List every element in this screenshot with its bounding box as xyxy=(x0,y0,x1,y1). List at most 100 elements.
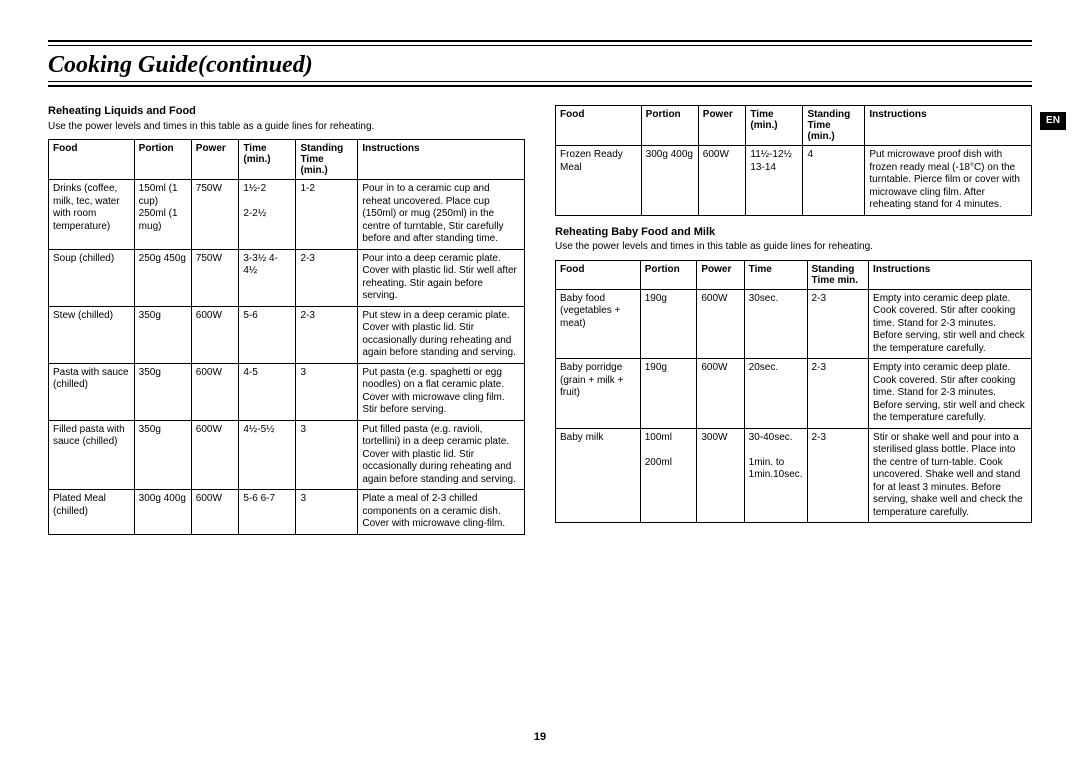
cell-food: Baby porridge (grain + milk + fruit) xyxy=(556,359,641,429)
th-standing: Standing Time min. xyxy=(807,260,869,289)
page-title: Cooking Guide(continued) xyxy=(48,52,1032,79)
cell-portion: 190g xyxy=(640,359,697,429)
table-row: Plated Meal (chilled)300g 400g600W5-6 6-… xyxy=(49,490,525,535)
table-header-row: Food Portion Power Time Standing Time mi… xyxy=(556,260,1032,289)
page-root: Cooking Guide(continued) EN Reheating Li… xyxy=(0,0,1080,763)
th-power: Power xyxy=(191,140,239,180)
table-row: Baby milk100ml 200ml300W30-40sec. 1min. … xyxy=(556,428,1032,523)
cell-time: 4-5 xyxy=(239,363,296,420)
section3-title: Reheating Baby Food and Milk xyxy=(555,226,1032,240)
left-column: Reheating Liquids and Food Use the power… xyxy=(48,105,525,545)
cell-time: 5-6 6-7 xyxy=(239,490,296,535)
table-header-row: Food Portion Power Time (min.) Standing … xyxy=(49,140,525,180)
cell-standing: 3 xyxy=(296,490,358,535)
cell-time: 1½-2 2-2½ xyxy=(239,180,296,250)
section1-tbody: Drinks (coffee, milk, tec, water with ro… xyxy=(49,180,525,535)
cell-portion: 300g 400g xyxy=(641,146,698,216)
cell-instructions: Empty into ceramic deep plate. Cook cove… xyxy=(869,289,1032,359)
th-portion: Portion xyxy=(641,106,698,146)
table-row: Drinks (coffee, milk, tec, water with ro… xyxy=(49,180,525,250)
cell-power: 750W xyxy=(191,249,239,306)
cell-portion: 350g xyxy=(134,420,191,490)
section3-tbody: Baby food (vegetables + meat)190g600W30s… xyxy=(556,289,1032,523)
cell-power: 600W xyxy=(191,490,239,535)
cell-portion: 300g 400g xyxy=(134,490,191,535)
cell-instructions: Put pasta (e.g. spaghetti or egg noodles… xyxy=(358,363,525,420)
page-number: 19 xyxy=(0,731,1080,743)
section2-tbody: Frozen Ready Meal300g 400g600W11½-12½ 13… xyxy=(556,146,1032,216)
cell-power: 600W xyxy=(697,289,744,359)
cell-standing: 3 xyxy=(296,420,358,490)
cell-instructions: Stir or shake well and pour into a steri… xyxy=(869,428,1032,523)
th-instructions: Instructions xyxy=(865,106,1032,146)
cell-instructions: Plate a meal of 2-3 chilled components o… xyxy=(358,490,525,535)
right-column: Food Portion Power Time (min.) Standing … xyxy=(555,105,1032,545)
cell-power: 750W xyxy=(191,180,239,250)
cell-power: 300W xyxy=(697,428,744,523)
cell-portion: 100ml 200ml xyxy=(640,428,697,523)
cell-instructions: Pour in to a ceramic cup and reheat unco… xyxy=(358,180,525,250)
language-badge: EN xyxy=(1040,112,1066,130)
cell-food: Drinks (coffee, milk, tec, water with ro… xyxy=(49,180,135,250)
th-standing: Standing Time (min.) xyxy=(803,106,865,146)
cell-standing: 2-3 xyxy=(807,428,869,523)
content-columns: Reheating Liquids and Food Use the power… xyxy=(48,105,1032,545)
cell-standing: 3 xyxy=(296,363,358,420)
cell-standing: 2-3 xyxy=(807,289,869,359)
cell-standing: 2-3 xyxy=(807,359,869,429)
table-row: Baby food (vegetables + meat)190g600W30s… xyxy=(556,289,1032,359)
rule-under xyxy=(48,81,1032,87)
th-time: Time xyxy=(744,260,807,289)
th-time: Time (min.) xyxy=(746,106,803,146)
section1-intro: Use the power levels and times in this t… xyxy=(48,121,525,134)
cell-instructions: Put stew in a deep ceramic plate. Cover … xyxy=(358,306,525,363)
th-instructions: Instructions xyxy=(869,260,1032,289)
cell-power: 600W xyxy=(191,363,239,420)
table-row: Filled pasta with sauce (chilled)350g600… xyxy=(49,420,525,490)
table-row: Frozen Ready Meal300g 400g600W11½-12½ 13… xyxy=(556,146,1032,216)
section3-intro: Use the power levels and times in this t… xyxy=(555,241,1032,254)
cell-time: 5-6 xyxy=(239,306,296,363)
cell-portion: 250g 450g xyxy=(134,249,191,306)
section1-table: Food Portion Power Time (min.) Standing … xyxy=(48,139,525,535)
cell-portion: 190g xyxy=(640,289,697,359)
th-time: Time (min.) xyxy=(239,140,296,180)
cell-portion: 150ml (1 cup) 250ml (1 mug) xyxy=(134,180,191,250)
cell-instructions: Empty into ceramic deep plate. Cook cove… xyxy=(869,359,1032,429)
cell-instructions: Put filled pasta (e.g. ravioli, tortelli… xyxy=(358,420,525,490)
cell-power: 600W xyxy=(191,420,239,490)
cell-power: 600W xyxy=(697,359,744,429)
cell-standing: 2-3 xyxy=(296,249,358,306)
cell-standing: 2-3 xyxy=(296,306,358,363)
cell-standing: 4 xyxy=(803,146,865,216)
cell-food: Plated Meal (chilled) xyxy=(49,490,135,535)
cell-time: 30-40sec. 1min. to 1min.10sec. xyxy=(744,428,807,523)
cell-time: 30sec. xyxy=(744,289,807,359)
th-food: Food xyxy=(556,260,641,289)
table-header-row: Food Portion Power Time (min.) Standing … xyxy=(556,106,1032,146)
th-power: Power xyxy=(697,260,744,289)
cell-food: Soup (chilled) xyxy=(49,249,135,306)
cell-portion: 350g xyxy=(134,306,191,363)
cell-food: Filled pasta with sauce (chilled) xyxy=(49,420,135,490)
table-row: Pasta with sauce (chilled)350g600W4-53Pu… xyxy=(49,363,525,420)
th-portion: Portion xyxy=(640,260,697,289)
section2-table: Food Portion Power Time (min.) Standing … xyxy=(555,105,1032,216)
cell-time: 4½-5½ xyxy=(239,420,296,490)
cell-instructions: Pour into a deep ceramic plate. Cover wi… xyxy=(358,249,525,306)
th-food: Food xyxy=(49,140,135,180)
cell-food: Baby milk xyxy=(556,428,641,523)
cell-portion: 350g xyxy=(134,363,191,420)
cell-food: Baby food (vegetables + meat) xyxy=(556,289,641,359)
th-portion: Portion xyxy=(134,140,191,180)
section3-table: Food Portion Power Time Standing Time mi… xyxy=(555,260,1032,524)
th-power: Power xyxy=(698,106,746,146)
rule-top xyxy=(48,40,1032,46)
cell-standing: 1-2 xyxy=(296,180,358,250)
cell-time: 11½-12½ 13-14 xyxy=(746,146,803,216)
section1-title: Reheating Liquids and Food xyxy=(48,105,525,119)
cell-power: 600W xyxy=(191,306,239,363)
cell-food: Stew (chilled) xyxy=(49,306,135,363)
cell-food: Pasta with sauce (chilled) xyxy=(49,363,135,420)
cell-time: 3-3½ 4-4½ xyxy=(239,249,296,306)
